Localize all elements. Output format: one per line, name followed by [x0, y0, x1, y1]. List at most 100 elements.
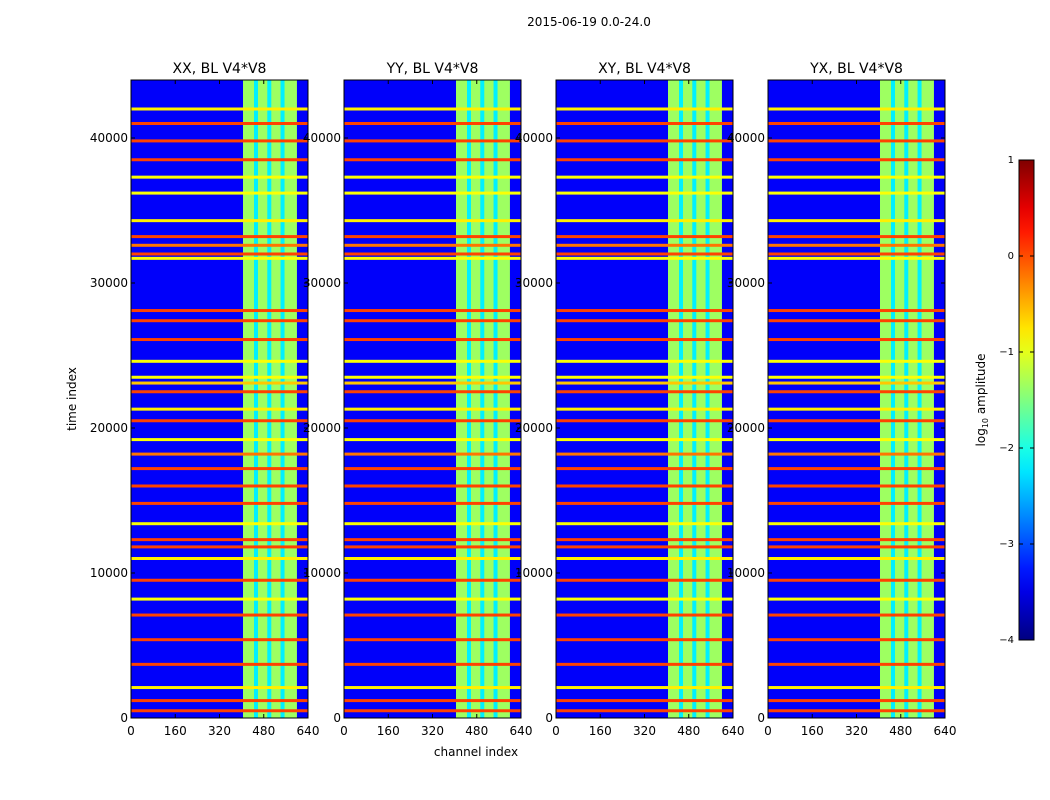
rfi-row: [556, 390, 733, 394]
rfi-row: [344, 686, 521, 690]
rfi-row: [344, 613, 521, 617]
rfi-row: [344, 252, 521, 256]
rfi-row: [344, 699, 521, 703]
rfi-row: [344, 375, 521, 379]
rfi-row: [131, 338, 308, 342]
rfi-row: [344, 438, 521, 442]
rfi-row: [131, 319, 308, 323]
rfi-row: [556, 122, 733, 125]
rfi-row: [556, 597, 733, 601]
rfi-row: [556, 709, 733, 713]
rfi-row: [131, 597, 308, 601]
rfi-row: [768, 419, 945, 423]
heatmap-image: [768, 80, 945, 718]
rfi-row: [344, 407, 521, 411]
colorbar-tick-label: 0: [1008, 251, 1014, 262]
y-tick-label: 20000: [727, 421, 765, 435]
rfi-row: [344, 522, 521, 526]
rfi-row: [556, 452, 733, 456]
rfi-row: [344, 191, 521, 195]
x-tick-label: 320: [208, 724, 231, 738]
rfi-row: [131, 452, 308, 456]
y-tick-label: 20000: [90, 421, 128, 435]
rfi-row: [556, 686, 733, 690]
x-tick-label: 480: [252, 724, 275, 738]
rfi-row: [556, 375, 733, 379]
y-tick-label: 40000: [515, 131, 553, 145]
rfi-row: [768, 501, 945, 505]
band-divider: [692, 80, 697, 718]
panel-title: YX, BL V4*V8: [809, 61, 903, 77]
rfi-row: [131, 381, 308, 385]
rfi-row: [131, 613, 308, 617]
rfi-row: [344, 235, 521, 239]
rfi-row: [768, 338, 945, 342]
x-tick-label: 480: [465, 724, 488, 738]
rfi-row: [344, 107, 521, 111]
y-tick-label: 30000: [727, 276, 765, 290]
rfi-row: [768, 252, 945, 256]
y-tick-label: 40000: [303, 131, 341, 145]
rfi-row: [344, 158, 521, 162]
rfi-row: [768, 699, 945, 703]
rfi-row: [768, 686, 945, 690]
colorbar-tick-label: −1: [999, 347, 1014, 358]
colorbar-gradient: [1018, 159, 1035, 641]
rfi-row: [556, 501, 733, 505]
heatmap-image: [556, 80, 733, 718]
rfi-row: [131, 359, 308, 363]
rfi-row: [768, 538, 945, 542]
colorbar-tick-label: 1: [1008, 155, 1014, 166]
rfi-row: [556, 545, 733, 549]
panel-1: 0 160 320 480 640 0 10000 20000 30000 40000 XX, BL…: [65, 61, 319, 738]
heatmap-image: [344, 80, 521, 718]
rfi-row: [768, 662, 945, 666]
panels: 0 160 320 480 640 0 10000 20000 30000 40000 XX, BL…: [65, 61, 956, 759]
heatmap-image: [131, 80, 308, 718]
rfi-row: [768, 613, 945, 617]
rfi-row: [768, 139, 945, 143]
rfi-row: [556, 252, 733, 256]
panel-3: 0 160 320 480 640 0 10000 20000 30000 40000 XY, BL…: [515, 61, 745, 738]
rfi-row: [768, 484, 945, 488]
panel-title: YY, BL V4*V8: [386, 61, 479, 77]
rfi-row: [556, 699, 733, 703]
rfi-row: [131, 709, 308, 713]
rfi-row: [344, 709, 521, 713]
x-tick-label: 0: [552, 724, 560, 738]
rfi-row: [768, 381, 945, 385]
rfi-row: [131, 407, 308, 411]
rfi-row: [131, 390, 308, 394]
rfi-row: [556, 256, 733, 260]
y-tick-label: 10000: [90, 566, 128, 580]
rfi-row: [556, 235, 733, 239]
band-divider: [480, 80, 485, 718]
rfi-row: [768, 467, 945, 471]
rfi-row: [556, 438, 733, 442]
y-tick-label: 10000: [727, 566, 765, 580]
x-tick-label: 640: [297, 724, 320, 738]
rfi-row: [768, 122, 945, 125]
rfi-row: [344, 545, 521, 549]
rfi-row: [344, 501, 521, 505]
rfi-row: [131, 175, 308, 179]
rfi-row: [556, 662, 733, 666]
rfi-row: [344, 557, 521, 560]
rfi-row: [768, 175, 945, 179]
rfi-row: [131, 139, 308, 143]
y-tick-label: 40000: [727, 131, 765, 145]
rfi-row: [131, 578, 308, 582]
rfi-row: [131, 545, 308, 549]
x-tick-label: 160: [164, 724, 187, 738]
x-tick-label: 320: [633, 724, 656, 738]
rfi-row: [344, 256, 521, 260]
band-divider: [254, 80, 259, 718]
x-tick-label: 640: [934, 724, 957, 738]
rfi-row: [344, 578, 521, 582]
x-tick-label: 160: [801, 724, 824, 738]
rfi-row: [131, 375, 308, 379]
rfi-row: [344, 139, 521, 143]
rfi-row: [131, 699, 308, 703]
rfi-row: [556, 139, 733, 143]
